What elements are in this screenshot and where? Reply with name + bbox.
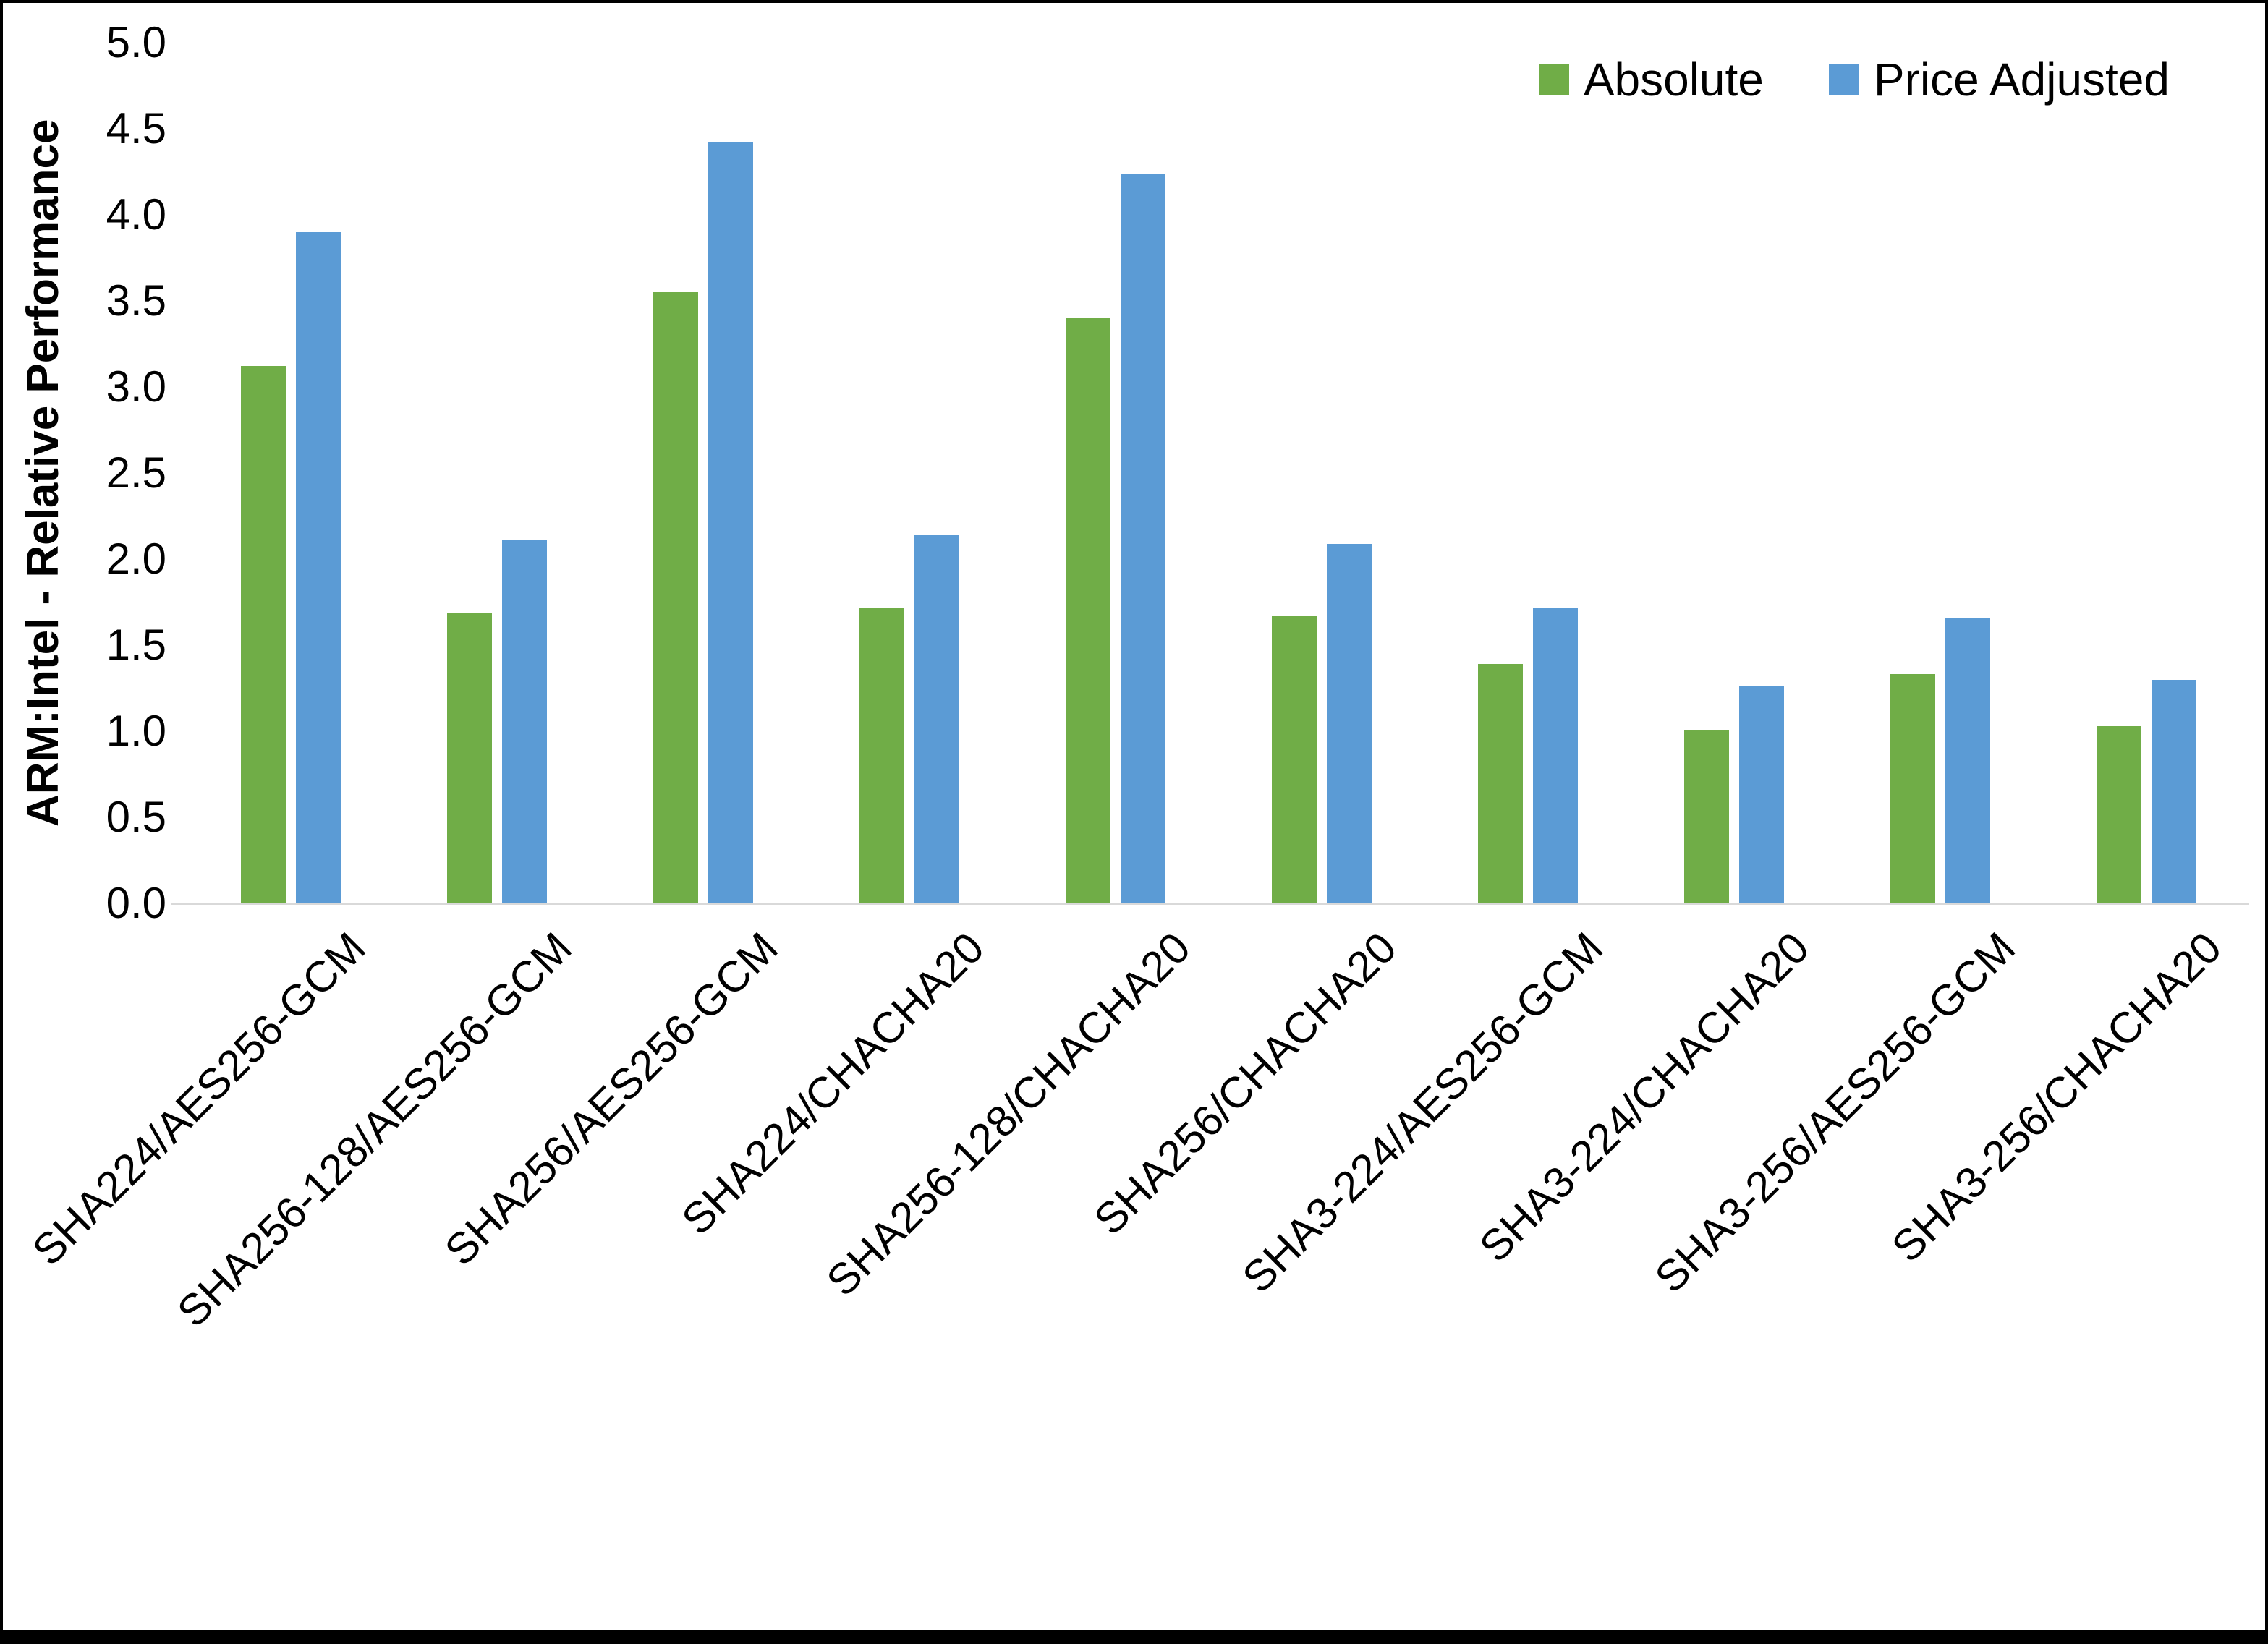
y-tick-label: 1.0 <box>106 707 166 755</box>
bar-price-adjusted <box>1738 686 1784 903</box>
plot-area: Absolute Price Adjusted <box>171 43 2249 905</box>
bar-absolute <box>1271 616 1317 903</box>
bar-absolute <box>240 366 286 903</box>
legend: Absolute Price Adjusted <box>1538 53 2170 106</box>
bar-absolute <box>1890 674 1935 903</box>
bar-absolute <box>1065 318 1110 903</box>
bar-price-adjusted <box>501 540 547 903</box>
bar-price-adjusted <box>2151 679 2196 903</box>
bar-group <box>2043 43 2249 903</box>
bar-price-adjusted <box>708 142 753 903</box>
bar-absolute <box>1683 729 1729 903</box>
legend-item: Price Adjusted <box>1828 53 2170 106</box>
y-tick-label: 4.0 <box>106 190 166 239</box>
bar-group <box>1218 43 1424 903</box>
bar-group <box>1424 43 1631 903</box>
y-tick-label: 0.0 <box>106 879 166 927</box>
bar-group <box>1631 43 1837 903</box>
y-tick-label: 3.0 <box>106 362 166 411</box>
bar-absolute <box>1477 664 1523 903</box>
x-axis-labels: SHA224/AES256-GCM SHA256-128/AES256-GCM SH… <box>23 911 2249 1605</box>
x-axis-label: SHA256/AES256-GCM <box>436 923 788 1275</box>
x-axis-label: SHA3-224/AES256-GCM <box>1233 923 1613 1302</box>
bar-price-adjusted <box>1945 617 1990 903</box>
x-axis-line <box>171 903 2249 905</box>
y-tick-label: 2.5 <box>106 448 166 497</box>
bar-group <box>1012 43 1218 903</box>
y-axis-tick-labels: 0.0 0.5 1.0 1.5 2.0 2.5 3.0 3.5 4.0 4.5 5.0 <box>75 21 177 925</box>
x-axis-label: SHA256-128/CHACHA20 <box>817 923 1200 1306</box>
bar-absolute <box>653 292 698 903</box>
bar-group <box>1837 43 2043 903</box>
bottom-border <box>3 1630 2265 1641</box>
y-tick-label: 0.5 <box>106 793 166 841</box>
legend-label: Absolute <box>1583 54 1764 106</box>
x-axis-label: SHA3-224/CHACHA20 <box>1469 923 1819 1272</box>
x-axis-label: SHA3-256/AES256-GCM <box>1645 923 2025 1302</box>
x-axis-label: SHA224/AES256-GCM <box>23 923 375 1275</box>
bar-group <box>187 43 394 903</box>
bar-price-adjusted <box>1326 543 1372 903</box>
bar-absolute <box>446 612 492 903</box>
bar-group <box>806 43 1012 903</box>
bar-price-adjusted <box>295 231 341 903</box>
bar-groups <box>187 43 2249 903</box>
x-axis-label: SHA256-128/AES256-GCM <box>168 923 582 1337</box>
y-tick-label: 1.5 <box>106 621 166 669</box>
y-tick-label: 5.0 <box>106 18 166 67</box>
y-tick-label: 3.5 <box>106 276 166 325</box>
y-tick-label: 4.5 <box>106 104 166 153</box>
legend-swatch-icon <box>1828 64 1859 95</box>
x-axis-label: SHA3-256/CHACHA20 <box>1882 923 2231 1272</box>
legend-swatch-icon <box>1538 64 1569 95</box>
y-tick-label: 2.0 <box>106 534 166 583</box>
legend-label: Price Adjusted <box>1873 54 2170 106</box>
bar-price-adjusted <box>914 534 959 903</box>
y-axis-title: ARM:Intel - Relative Performance <box>18 119 68 827</box>
bar-absolute <box>859 607 904 903</box>
bar-group <box>394 43 600 903</box>
bar-price-adjusted <box>1532 607 1578 903</box>
bar-absolute <box>2096 725 2141 903</box>
bar-price-adjusted <box>1120 173 1165 903</box>
bar-group <box>600 43 806 903</box>
legend-item: Absolute <box>1538 53 1764 106</box>
